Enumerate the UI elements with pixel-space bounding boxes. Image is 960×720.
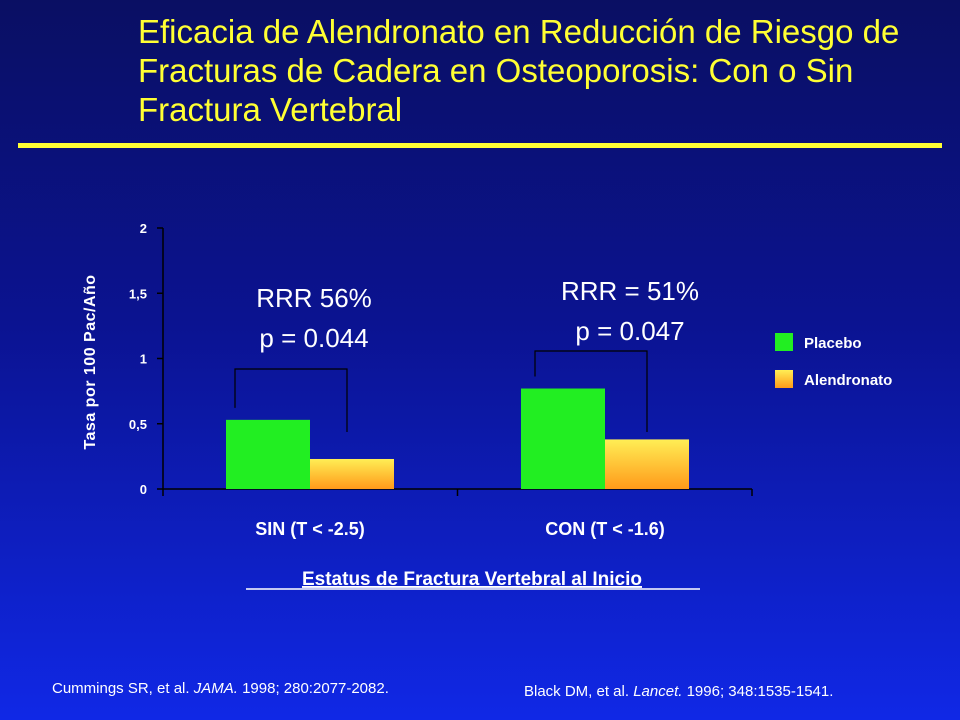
citation-authors: Black DM, et al. [524, 683, 634, 700]
legend-label: Alendronato [804, 372, 892, 389]
y-tick-label: 2 [140, 221, 147, 236]
citation-journal: Lancet. [633, 683, 683, 700]
citation-reference: 1998; 280:2077-2082. [237, 680, 389, 697]
legend-swatch-placebo [775, 333, 793, 351]
y-tick-label: 0,5 [129, 417, 147, 432]
slide-title: Eficacia de Alendronato en Reducción de … [138, 13, 900, 128]
significance-bracket [234, 368, 348, 432]
bar-alendronato [605, 439, 689, 489]
y-tick-label: 1,5 [129, 286, 147, 301]
bar-chart: 0 0,5 1 1,5 2 SIN (T < -2.5) CON (T < -1.6) RRR… [82, 221, 892, 590]
y-axis-title: Tasa por 100 Pac/Año [82, 274, 99, 449]
citation-journal: JAMA. [193, 680, 238, 697]
p-value-annotation: p = 0.047 [575, 316, 684, 346]
rrr-annotation: RRR = 51% [561, 276, 699, 306]
legend-swatch-alendronato [775, 370, 793, 388]
legend-label: Placebo [804, 335, 862, 352]
x-axis-title: Estatus de Fractura Vertebral al Inicio [302, 569, 642, 590]
y-tick-label: 1 [140, 352, 147, 367]
citation-cummings: Cummings SR, et al. JAMA. 1998; 280:2077… [52, 680, 389, 697]
p-value-annotation: p = 0.044 [259, 323, 368, 353]
citation-reference: 1996; 348:1535-1541. [682, 683, 834, 700]
x-category-label: SIN (T < -2.5) [255, 519, 365, 539]
bar-alendronato [310, 458, 394, 489]
citation-black: Black DM, et al. Lancet. 1996; 348:1535-… [524, 683, 833, 700]
title-underline [18, 143, 942, 148]
x-category-label: CON (T < -1.6) [545, 519, 665, 539]
bar-placebo [521, 388, 605, 489]
y-tick-label: 0 [140, 482, 147, 497]
rrr-annotation: RRR 56% [256, 283, 372, 313]
significance-bracket [534, 350, 648, 432]
bar-placebo [226, 419, 310, 489]
citation-authors: Cummings SR, et al. [52, 680, 194, 697]
